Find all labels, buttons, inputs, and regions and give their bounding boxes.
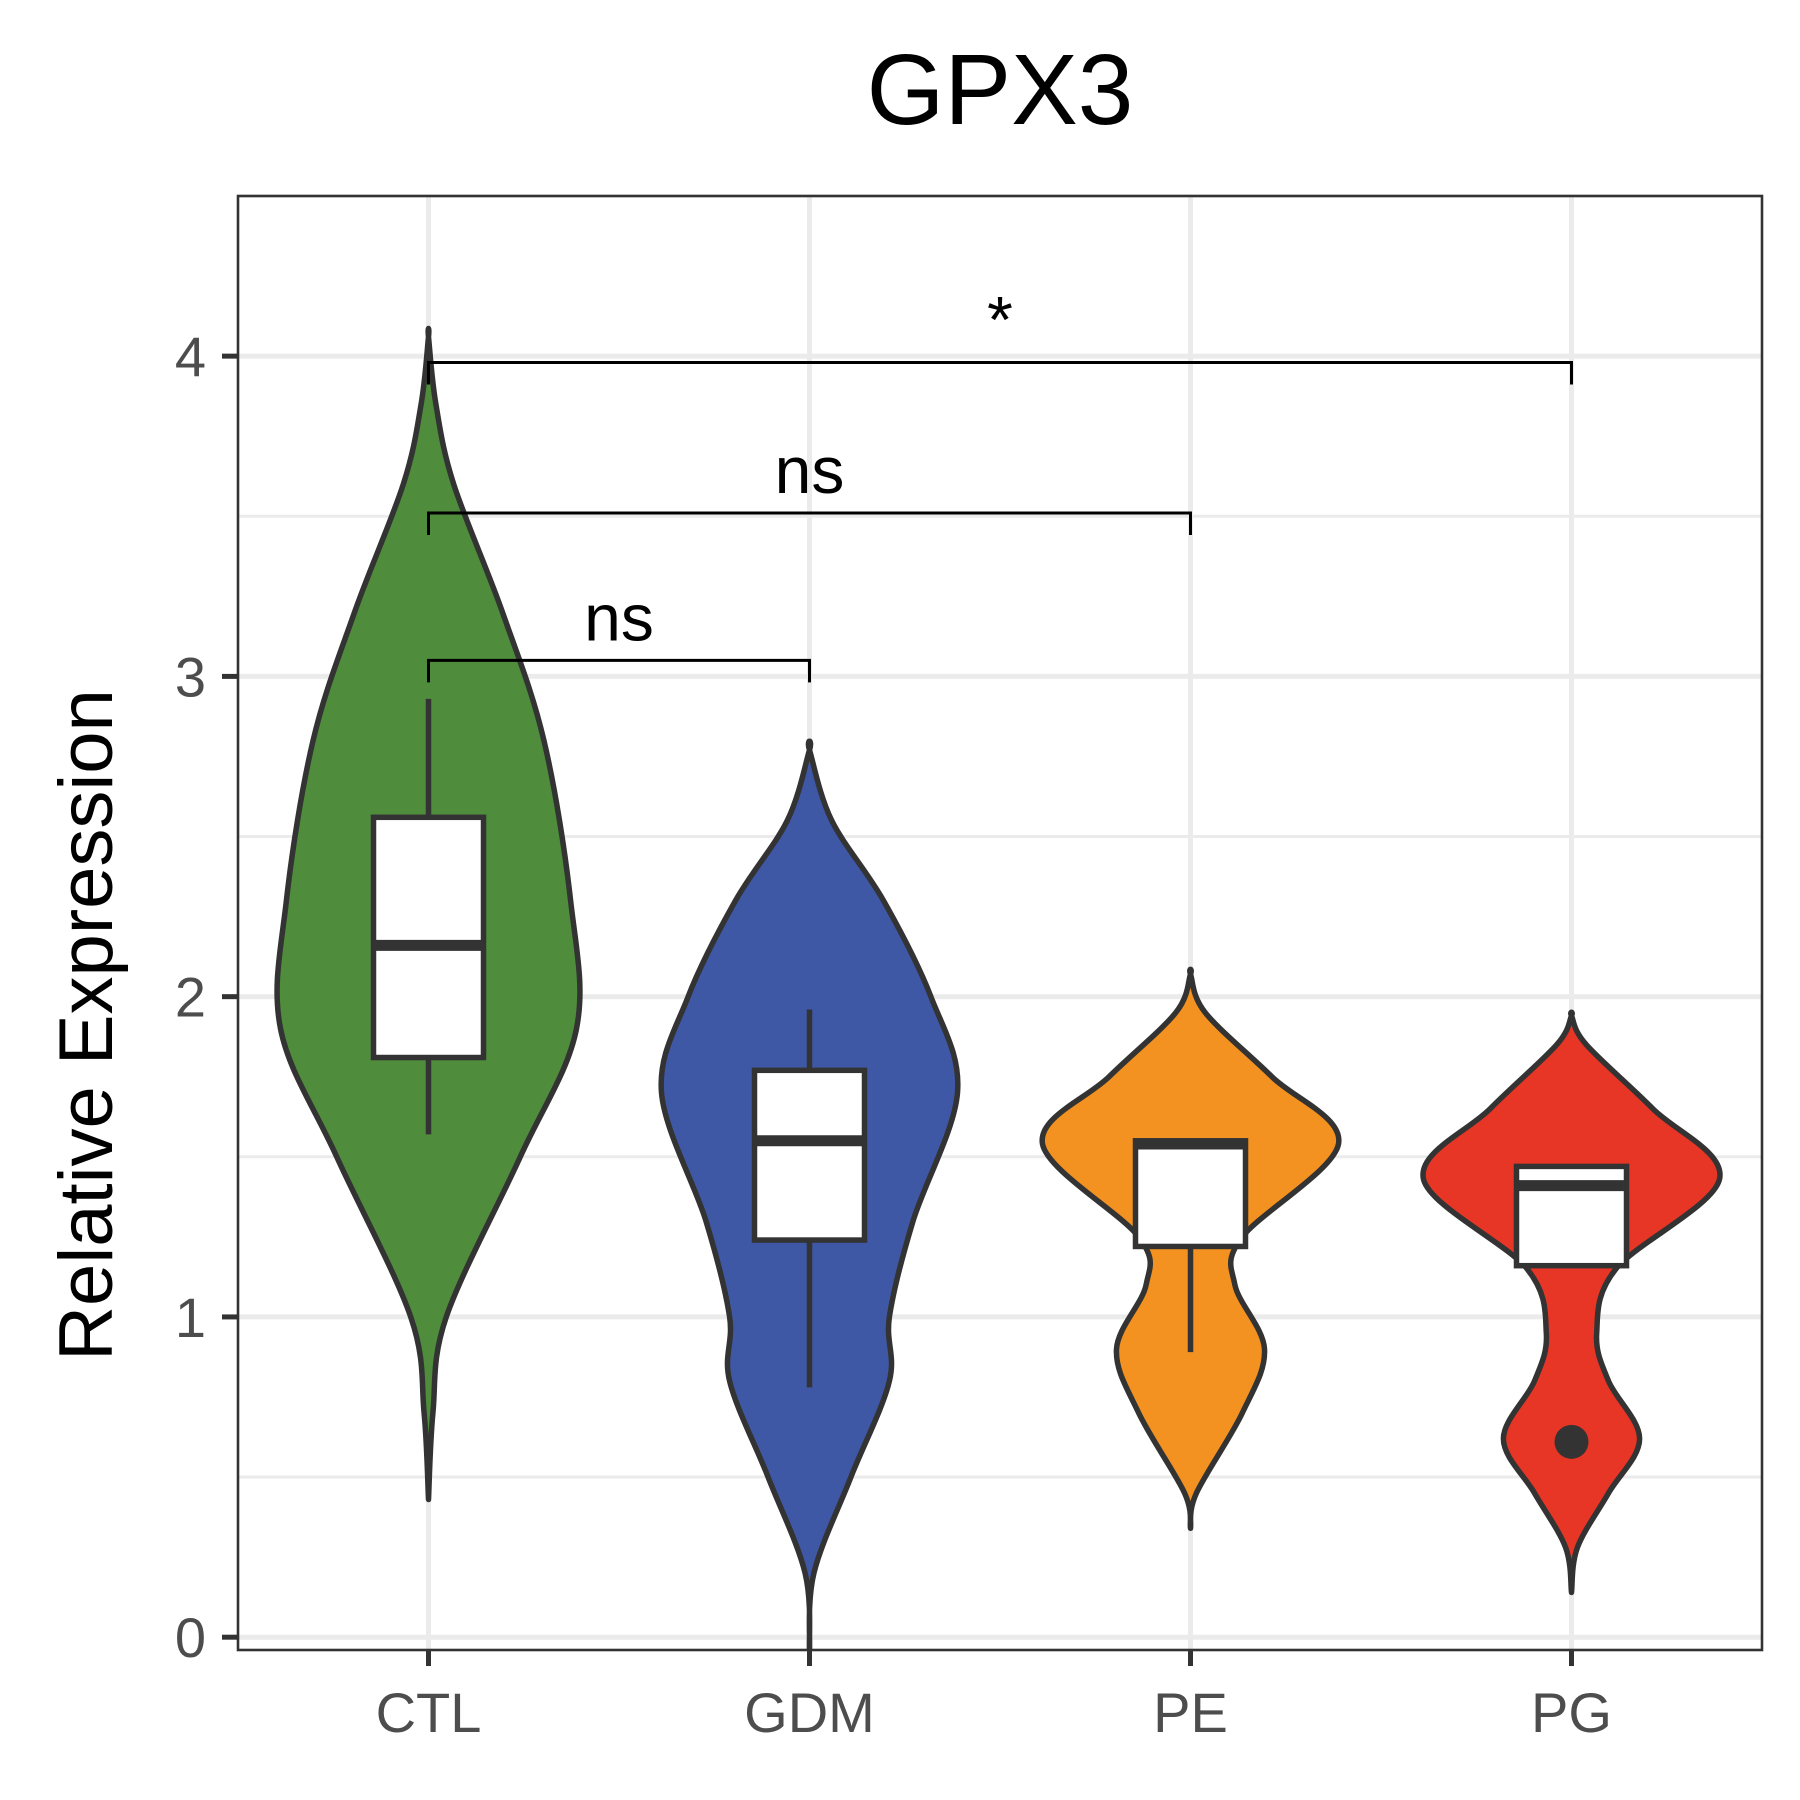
y-tick-label: 1 [175,1286,206,1349]
x-tick-label-pe: PE [1153,1681,1228,1744]
significance-brackets: ns ns * [427,283,1573,683]
box-ctl [370,814,487,1061]
comparison-bracket-2 [427,511,1192,536]
x-tick-label-gdm: GDM [744,1681,875,1744]
comparison-label-1: ns [584,580,654,654]
y-axis-label: Relative Expression [44,689,129,1361]
comparison-label-3: * [987,283,1013,357]
y-tick-label: 0 [175,1606,206,1669]
box-pe [1132,1138,1249,1250]
box-layer [370,698,1630,1459]
comparison-bracket-1 [427,658,811,683]
axes: 0 1 2 3 4 CTL GDM PE PG [175,325,1612,1744]
violin-layer [274,325,1723,1653]
comparison-label-2: ns [775,433,845,507]
outlier-point-pg [1554,1424,1589,1459]
x-tick-label-pg: PG [1531,1681,1612,1744]
comparison-bracket-3 [427,361,1573,385]
y-tick-label: 3 [175,645,206,708]
plot-panel-border [236,194,1764,1652]
chart-title: GPX3 [867,34,1134,146]
violin-pg [1420,1009,1723,1596]
y-tick-label: 2 [175,966,206,1029]
x-tick-label-ctl: CTL [376,1681,482,1744]
y-tick-label: 4 [175,325,206,388]
box-gdm [751,1067,868,1243]
